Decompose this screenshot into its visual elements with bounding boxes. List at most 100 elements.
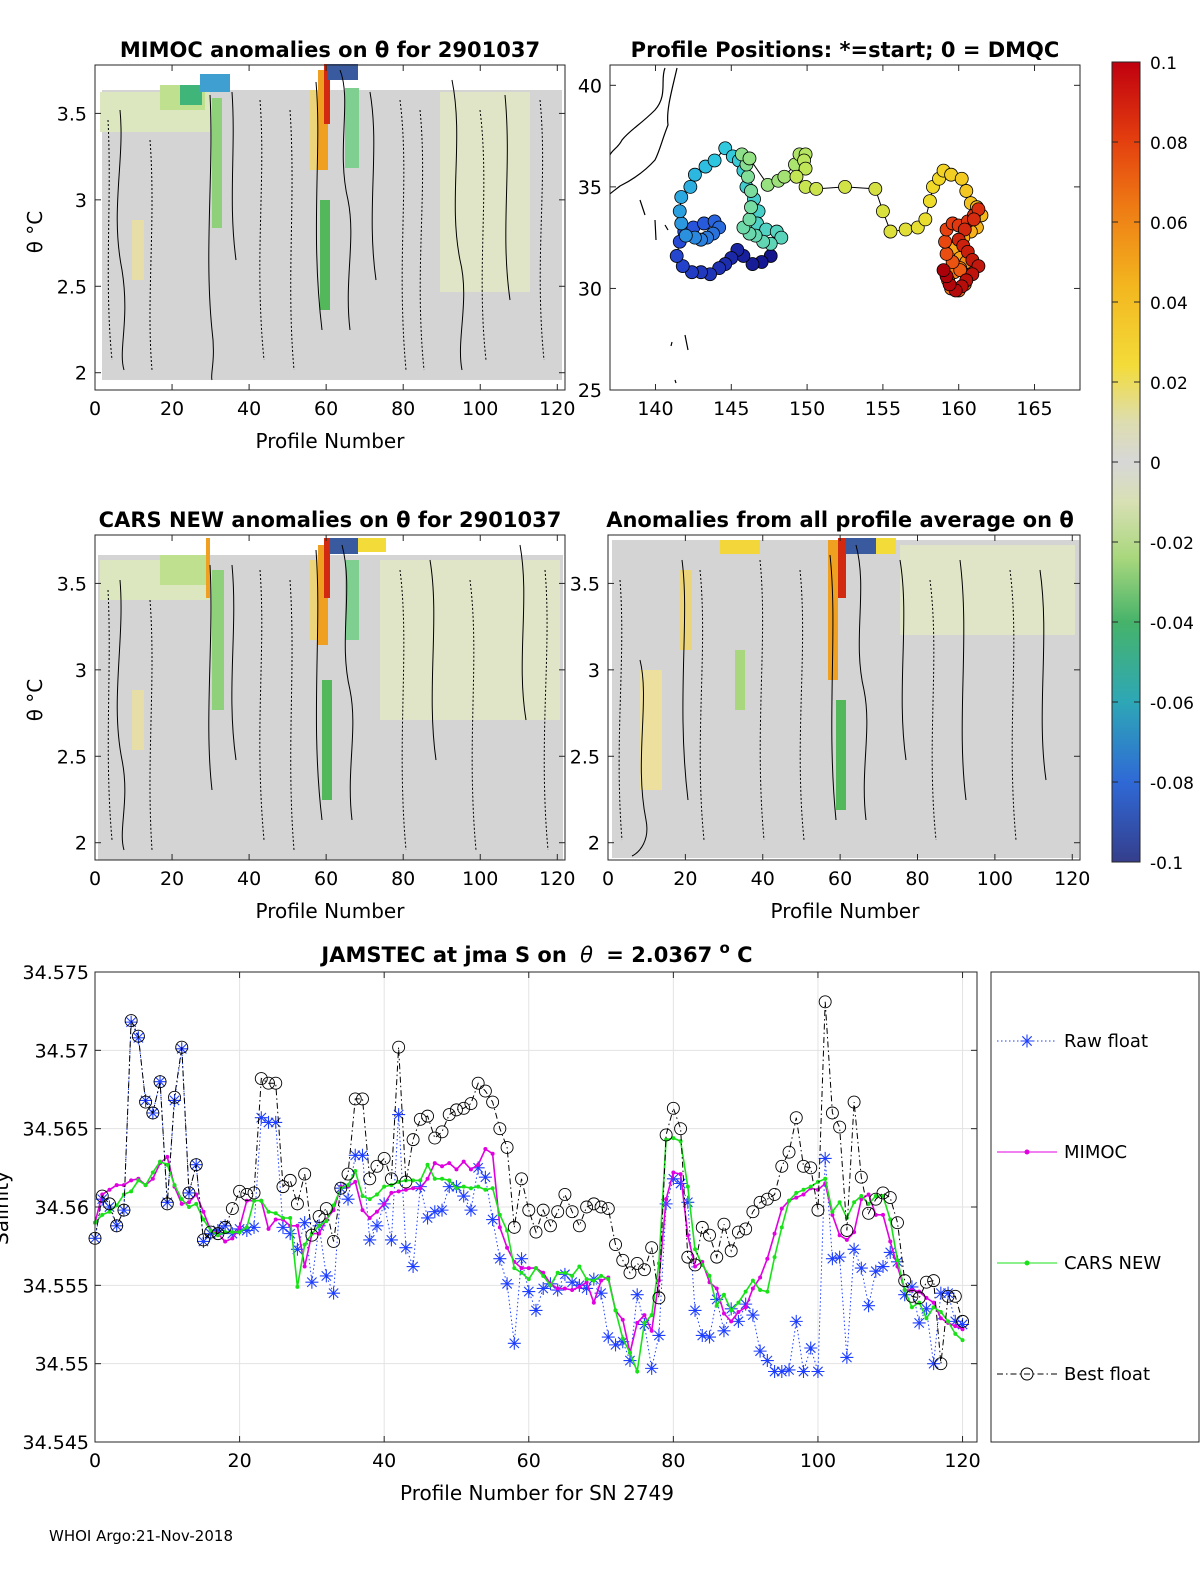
series-mimoc-point [179, 1201, 184, 1206]
series-raw-point [862, 1299, 876, 1313]
profile-position-marker [741, 169, 755, 184]
profile-position-marker [674, 190, 689, 204]
series-cars-point [801, 1187, 806, 1192]
avg-xtick-label: 100 [977, 868, 1013, 890]
series-best-point [919, 1275, 933, 1289]
series-cars-point [693, 1247, 698, 1252]
profile-position-marker [923, 194, 937, 208]
series-best-point [464, 1097, 478, 1111]
avg-xtick-label: 120 [1054, 868, 1090, 890]
series-mimoc-point [107, 1187, 112, 1192]
series-best-point [862, 1206, 876, 1220]
cars-contour [208, 564, 213, 791]
series-cars-point [555, 1270, 560, 1275]
mimoc-patch [320, 200, 330, 310]
profile-position-marker [683, 179, 698, 194]
series-mimoc-point [403, 1187, 408, 1192]
profile-position-marker [939, 247, 954, 261]
series-cars-point [909, 1305, 914, 1310]
series-cars-point [808, 1184, 813, 1189]
salinity-xlabel: Profile Number for SN 2749 [400, 1481, 674, 1505]
salinity-ytick-label: 34.56 [35, 1197, 89, 1219]
series-cars-point [830, 1209, 835, 1214]
colorbar-tick-label: -0.06 [1150, 694, 1194, 714]
series-cars-point [179, 1197, 184, 1202]
profile-position-marker [744, 200, 758, 215]
series-raw-point [580, 1281, 594, 1295]
series-cars-point [779, 1225, 784, 1230]
cars-patch [132, 690, 144, 750]
series-raw-point [507, 1336, 521, 1350]
series-best-point [356, 1092, 369, 1106]
series-raw-point [478, 1170, 492, 1184]
series-raw-point [623, 1354, 637, 1368]
cars-axes-box [94, 534, 566, 861]
series-best-point [160, 1197, 174, 1211]
series-raw-point [927, 1357, 941, 1371]
legend-label-mimoc: MIMOC [1064, 1142, 1127, 1163]
mimoc-ytick-label: 2 [75, 363, 87, 385]
series-cars-point [150, 1170, 155, 1175]
series-best-point [233, 1184, 247, 1198]
profile-position-marker [742, 212, 757, 227]
cars-title: CARS NEW anomalies on θ for 2901037 [99, 508, 562, 532]
series-best-point [927, 1274, 941, 1288]
series-raw-point [305, 1275, 319, 1289]
mimoc-xtick-label: 80 [391, 398, 415, 420]
series-cars-point [461, 1184, 466, 1189]
profile-position-marker [954, 171, 969, 186]
avg-contours [631, 544, 1047, 857]
series-raw-point [760, 1354, 774, 1368]
mimoc-xtick-label: 0 [89, 398, 101, 420]
avg-patch [640, 670, 662, 790]
series-mimoc-point [114, 1183, 119, 1188]
mimoc-anomaly-patches [100, 64, 530, 310]
series-mimoc-point [693, 1264, 698, 1269]
series-raw-point [609, 1338, 623, 1352]
series-raw-point [898, 1288, 912, 1302]
series-raw-point [442, 1180, 456, 1194]
legend-label-best: Best float [1064, 1364, 1150, 1385]
series-cars-point [888, 1217, 893, 1222]
cars-contour [315, 549, 323, 821]
series-best-point [847, 1095, 861, 1109]
mimoc-dotted-contour [399, 99, 407, 371]
mimoc-dotted-contour [107, 119, 113, 361]
cars-contour [429, 559, 437, 761]
series-raw-point [327, 1286, 341, 1300]
cars-contour [116, 579, 126, 851]
positions-map-panel: Profile Positions: *=start; 0 = DMQC 140… [578, 38, 1081, 420]
series-raw-point [355, 1148, 369, 1162]
avg-axes-box [607, 534, 1081, 861]
series-best-point [703, 1228, 716, 1242]
series-raw-point [630, 1288, 644, 1302]
series-best-point [95, 1189, 109, 1203]
mimoc-ticks: 0 20 40 60 80 100 120 2 2.5 3 3.5 [57, 65, 575, 420]
avg-title: Anomalies from all profile average on θ [606, 508, 1074, 532]
salinity-xtick-label: 80 [661, 1450, 685, 1472]
series-raw-point [883, 1245, 897, 1259]
series-cars-point [244, 1225, 249, 1230]
series-raw-point [905, 1280, 919, 1294]
avg-contour [681, 559, 689, 801]
avg-patch [846, 538, 876, 554]
series-cars-point [750, 1278, 755, 1283]
mimoc-contour [504, 94, 511, 301]
series-best-point [139, 1095, 153, 1109]
series-cars-point [288, 1215, 293, 1220]
series-raw-point [500, 1277, 514, 1291]
series-best-point [601, 1202, 615, 1216]
series-cars-point [440, 1176, 445, 1181]
series-cars-point [960, 1338, 965, 1343]
series-cars-point [295, 1284, 300, 1289]
salinity-ytick-label: 34.575 [23, 962, 89, 984]
cars-xtick-label: 40 [237, 868, 261, 890]
profile-position-marker [798, 161, 813, 176]
series-best-point [551, 1205, 565, 1219]
salinity-xtick-label: 120 [944, 1450, 980, 1472]
series-best-point [536, 1203, 550, 1217]
series-raw-point [941, 1286, 955, 1300]
profile-position-marker [745, 257, 760, 271]
series-best-point [876, 1186, 890, 1200]
series-raw-point [515, 1252, 529, 1266]
